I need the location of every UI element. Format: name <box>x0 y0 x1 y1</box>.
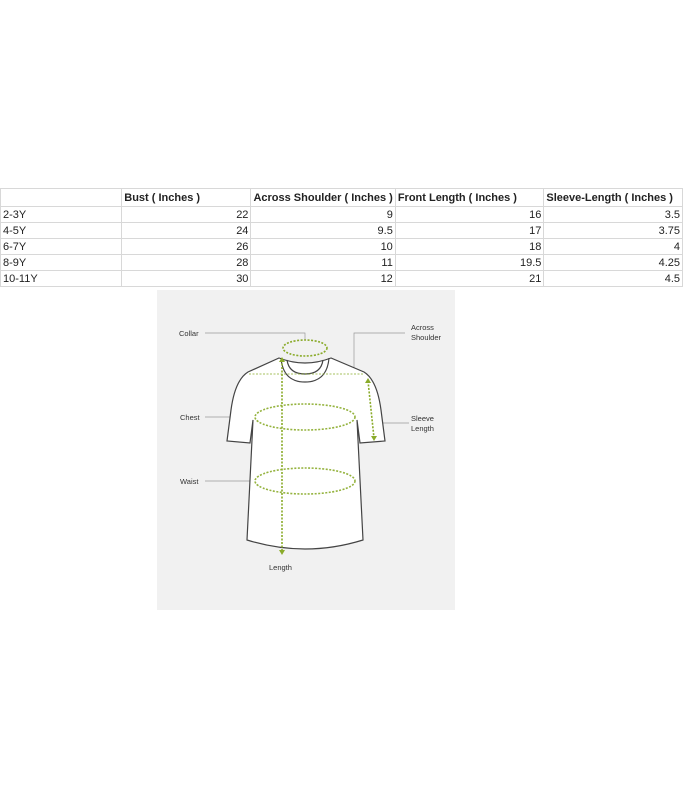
size-chart-table: Bust ( Inches ) Across Shoulder ( Inches… <box>0 188 683 287</box>
header-bust: Bust ( Inches ) <box>121 188 252 207</box>
value-cell: 12 <box>250 270 396 287</box>
label-sleeve-length: Length <box>411 424 434 433</box>
label-shoulder: Shoulder <box>411 333 442 342</box>
table-row: 6-7Y 26 10 18 4 <box>0 238 683 255</box>
value-cell: 9 <box>250 206 396 223</box>
label-across: Across <box>411 323 434 332</box>
measure-lines <box>249 339 375 552</box>
table-row: 4-5Y 24 9.5 17 3.75 <box>0 222 683 239</box>
value-cell: 4.25 <box>543 254 683 271</box>
value-cell: 9.5 <box>250 222 396 239</box>
size-cell: 8-9Y <box>0 254 123 271</box>
value-cell: 30 <box>121 270 252 287</box>
tshirt-outline <box>226 357 386 550</box>
label-sleeve: Sleeve <box>411 414 434 423</box>
value-cell: 21 <box>394 270 545 287</box>
table-row: 10-11Y 30 12 21 4.5 <box>0 270 683 287</box>
table-header-row: Bust ( Inches ) Across Shoulder ( Inches… <box>0 188 683 207</box>
table-row: 2-3Y 22 9 16 3.5 <box>0 206 683 223</box>
value-cell: 24 <box>121 222 252 239</box>
value-cell: 18 <box>394 238 545 255</box>
label-waist: Waist <box>180 477 199 486</box>
value-cell: 16 <box>394 206 545 223</box>
value-cell: 28 <box>121 254 252 271</box>
value-cell: 3.75 <box>543 222 683 239</box>
value-cell: 26 <box>121 238 252 255</box>
size-cell: 10-11Y <box>0 270 123 287</box>
size-cell: 2-3Y <box>0 206 123 223</box>
value-cell: 10 <box>250 238 396 255</box>
header-size <box>0 188 123 207</box>
label-collar: Collar <box>179 329 199 338</box>
table-row: 8-9Y 28 11 19.5 4.25 <box>0 254 683 271</box>
value-cell: 11 <box>250 254 396 271</box>
size-cell: 6-7Y <box>0 238 123 255</box>
size-cell: 4-5Y <box>0 222 123 239</box>
value-cell: 4 <box>543 238 683 255</box>
header-front-length: Front Length ( Inches ) <box>394 188 545 207</box>
value-cell: 17 <box>394 222 545 239</box>
header-across-shoulder: Across Shoulder ( Inches ) <box>250 188 396 207</box>
value-cell: 22 <box>121 206 252 223</box>
measurement-diagram: Collar Across Shoulder Chest Sleeve Leng… <box>157 290 455 610</box>
header-sleeve-length: Sleeve-Length ( Inches ) <box>543 188 683 207</box>
value-cell: 19.5 <box>394 254 545 271</box>
arrowheads <box>279 357 377 555</box>
label-length: Length <box>269 563 292 572</box>
value-cell: 4.5 <box>543 270 683 287</box>
value-cell: 3.5 <box>543 206 683 223</box>
label-chest: Chest <box>180 413 201 422</box>
